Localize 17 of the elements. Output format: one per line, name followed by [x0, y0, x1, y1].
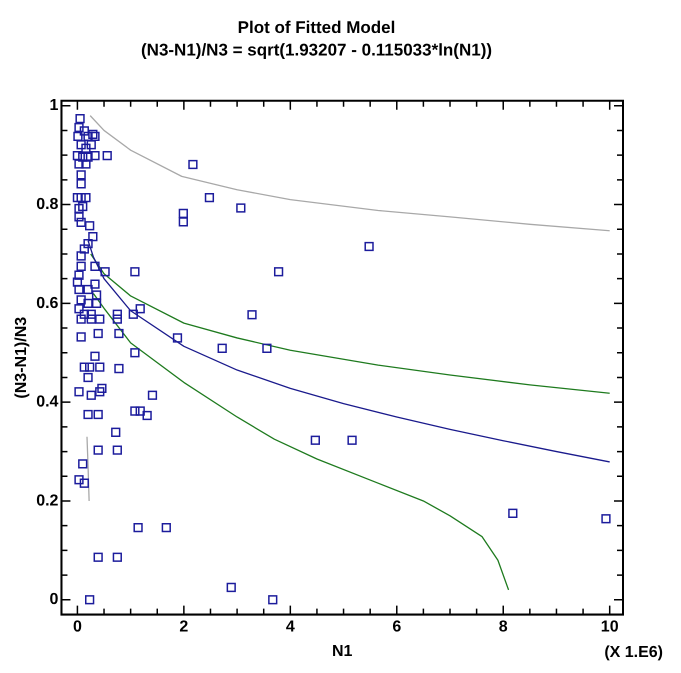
x-axis-title: N1 [332, 642, 353, 660]
x-tick-label: 4 [286, 618, 295, 636]
text: (X 1.E6) [604, 644, 663, 662]
x-tick-label: 2 [179, 618, 188, 636]
chart-title: Plot of Fitted Model [238, 18, 396, 37]
y-tick-label: 0.6 [36, 294, 59, 312]
chart-subtitle: (N3-N1)/N3 = sqrt(1.93207 - 0.115033*ln(N1)) [140, 40, 492, 60]
y-tick-label: 0.8 [36, 196, 59, 213]
x-tick-label: 6 [392, 618, 402, 636]
y-axis-title: (N3-N1)/N3 [13, 316, 30, 399]
x-tick-label: 10 [600, 618, 619, 636]
y-tick-label: 0.2 [36, 492, 59, 510]
x-tick-label: 8 [498, 618, 508, 636]
y-tick-label: 1 [50, 97, 59, 114]
y-tick-label: 0 [50, 591, 59, 608]
y-tick-label: 0.4 [36, 394, 59, 411]
x-tick-label: 0 [72, 618, 82, 636]
